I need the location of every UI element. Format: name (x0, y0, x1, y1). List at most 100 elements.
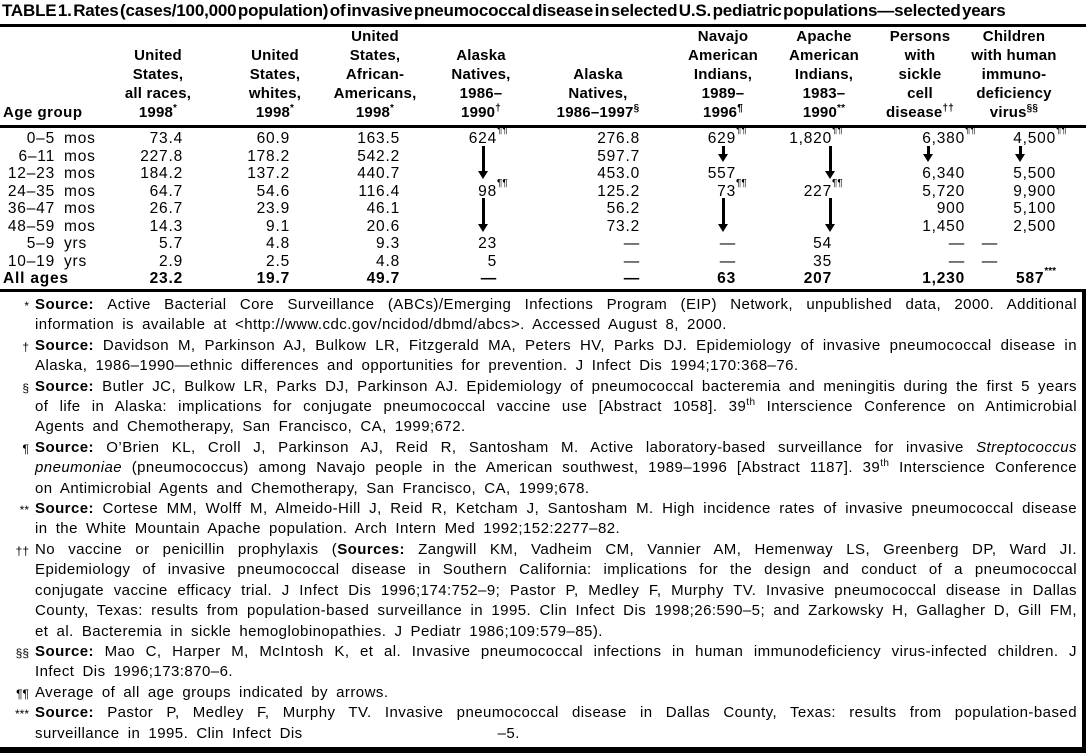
table-cell: 23.9 (256, 200, 290, 217)
average-arrow-shaft (482, 145, 485, 176)
average-arrow-head (922, 153, 933, 162)
footnote: ¶ Source: O’Brien KL, Croll J, Parkinson … (0, 438, 1086, 499)
footnote-marker: * (290, 103, 295, 114)
footnote: ¶¶ Average of all age groups indicated by… (0, 683, 1086, 703)
average-arrow-head (824, 171, 835, 179)
table-cell: 5,100 (1013, 200, 1056, 217)
table-cell: — (948, 252, 965, 270)
table-cell: 6,380 ¶¶ (922, 125, 976, 148)
table-cell: 4.8 (266, 235, 290, 252)
age-range: 5–9 (26, 235, 55, 252)
body-bottom-rule (0, 289, 1086, 292)
table-title: TABLE 1. Rates (cases/100,000 population… (2, 1, 1006, 20)
table-header: Age group United States, all races, 1998* Un… (0, 27, 1086, 125)
table-cell: 63 (717, 270, 736, 287)
average-arrow-shaft (722, 198, 725, 228)
table-cell: 125.2 (597, 182, 640, 200)
table-cell: 73.2 (606, 217, 640, 235)
table-cell: 453.0 (597, 165, 640, 182)
age-group-label: 48–59 mos (3, 218, 96, 236)
table-cell: 4.8 (376, 252, 400, 270)
table-row: 48–59 mos 14.3 9.1 20.6 73.2 1,450 2,500 (0, 218, 1086, 236)
table-cell: 587*** (1016, 265, 1056, 287)
footnote-marker: ** (836, 103, 846, 114)
table-cell: 60.9 (256, 130, 290, 147)
age-unit: mos (64, 200, 96, 217)
table-cell: 9.3 (376, 235, 400, 252)
footnote: † Source: Davidson M, Parkinson AJ, Bulko… (0, 336, 1086, 377)
table-cell: 6,340 (922, 165, 965, 182)
age-unit: mos (64, 147, 96, 165)
age-range: 12–23 (7, 165, 55, 182)
age-range: 10–19 (7, 252, 55, 270)
table-row: 10–19 yrs 2.9 2.5 4.8 5 — — 35 — — (0, 253, 1086, 271)
footnote-marker: §§ (15, 645, 29, 660)
age-unit: yrs (64, 235, 88, 252)
footnote: †† No vaccine or penicillin prophylaxis (… (0, 540, 1086, 642)
average-arrow-shaft (829, 198, 832, 228)
table-cell: 1,450 (922, 217, 965, 235)
age-group-label: 5–9 yrs (3, 235, 87, 253)
age-range: 6–11 (18, 147, 55, 165)
table-cell: — (719, 252, 736, 270)
table-cell: — (719, 235, 736, 252)
average-arrow-shaft (1019, 145, 1022, 158)
footnote-marker: § (633, 103, 640, 114)
table-row: 6–11 mos 227.8 178.2 542.2 597.7 (0, 148, 1086, 166)
footnote: ** Source: Cortese MM, Wolff M, Almeido-H… (0, 499, 1086, 540)
age-group-column-header: Age group (3, 104, 83, 121)
table-cell: — (981, 252, 998, 270)
table-cell: 64.7 (149, 182, 183, 200)
column-header: Children with human immuno-deficiency virus… (971, 28, 1057, 121)
table-cell: 14.3 (149, 217, 183, 235)
age-unit: mos (64, 217, 96, 235)
age-range: 0–5 (26, 130, 55, 147)
age-range: 24–35 (7, 182, 55, 200)
footnote: §§ Source: Mao C, Harper M, McIntosh K, e… (0, 642, 1086, 683)
table-cell: 73.4 (149, 130, 183, 147)
footnote-marker: §§ (1026, 103, 1039, 114)
table-cell: 23 (478, 235, 497, 252)
table-cell: 440.7 (357, 165, 400, 182)
table-cell: — (948, 235, 965, 252)
footnote: * Source: Active Bacterial Core Surveilla… (0, 295, 1086, 336)
table-cell: 9,900 (1013, 182, 1056, 200)
table-cell: 1,820 ¶¶ (789, 125, 843, 148)
table-cell: 5.7 (159, 235, 183, 252)
age-range: 48–59 (7, 217, 55, 235)
table-cell: 1,230 (922, 270, 965, 287)
age-unit: mos (64, 182, 96, 200)
table-cell: 137.2 (247, 165, 290, 182)
column-header: United States, whites, 1998* (248, 47, 302, 121)
table-cell: 46.1 (366, 200, 400, 217)
footnote-marker: ¶ (22, 441, 29, 456)
footnote-marker: * (173, 103, 178, 114)
age-range: 36–47 (7, 200, 55, 217)
average-arrow-shaft (829, 145, 832, 176)
table-cell: 19.7 (256, 270, 290, 287)
footnotes-section: * Source: Active Bacterial Core Surveilla… (0, 295, 1086, 744)
footnote: § Source: Butler JC, Bulkow LR, Parks DJ,… (0, 377, 1086, 438)
table-cell: 5 (487, 252, 497, 270)
table-cell: 49.7 (366, 270, 400, 287)
table-cell: 227 ¶¶ (803, 177, 843, 200)
table-cell: 116.4 (358, 182, 400, 200)
age-unit: mos (64, 130, 96, 147)
column-header: Persons with sickle cell disease†† (886, 28, 954, 121)
average-arrow-shaft (722, 145, 725, 158)
table-cell: — (623, 235, 640, 252)
top-rule (0, 24, 1086, 27)
footnote-marker: ¶ (737, 103, 743, 114)
average-arrow-head (477, 171, 488, 179)
age-unit: yrs (64, 252, 88, 270)
age-group-label: 6–11 mos (3, 148, 96, 166)
age-unit: mos (64, 165, 96, 182)
table-cell: 557 (707, 165, 736, 182)
footnote-marker: ¶¶ (16, 686, 29, 701)
table-cell: 542.2 (357, 147, 400, 165)
table-cell: — (480, 270, 497, 287)
table-cell: 26.7 (149, 200, 183, 217)
table-cell: 23.2 (149, 270, 183, 287)
header-rule (0, 125, 1086, 128)
